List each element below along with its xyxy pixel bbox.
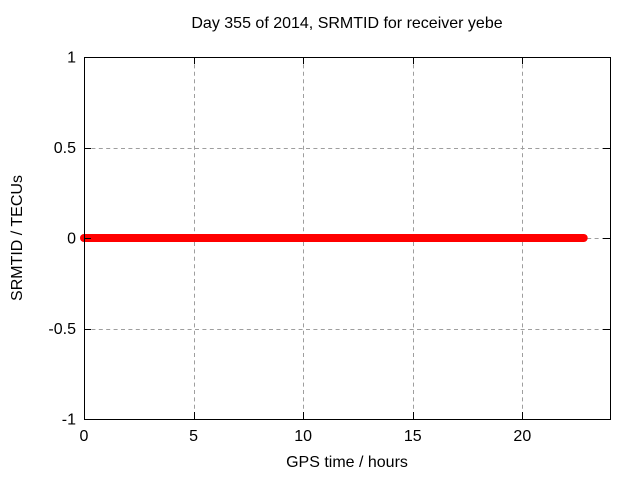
tick-labels: 0 5 10 15 20 -1 -0.5 0 0.5 1	[48, 50, 531, 446]
x-tick-label: 5	[189, 428, 198, 445]
y-tick-label: -0.5	[48, 321, 76, 338]
y-tick-label: -1	[62, 412, 76, 429]
x-tick-label: 15	[404, 428, 422, 445]
chart-title: Day 355 of 2014, SRMTID for receiver yeb…	[191, 15, 502, 32]
y-tick-label: 1	[67, 50, 76, 67]
x-axis-label: GPS time / hours	[286, 454, 408, 471]
x-tick-label: 20	[513, 428, 531, 445]
x-tick-label: 0	[80, 428, 89, 445]
y-axis-label: SRMTID / TECUs	[9, 175, 26, 301]
axis-ticks	[84, 57, 610, 420]
x-tick-label: 10	[294, 428, 312, 445]
y-tick-label: 0.5	[54, 140, 76, 157]
y-tick-label: 0	[67, 231, 76, 248]
